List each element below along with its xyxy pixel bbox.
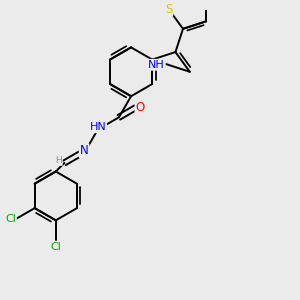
Text: HN: HN	[89, 122, 106, 132]
Text: N: N	[80, 144, 88, 157]
Text: Cl: Cl	[50, 242, 61, 252]
Text: NH: NH	[148, 60, 165, 70]
Text: O: O	[136, 101, 145, 114]
Text: S: S	[165, 3, 172, 16]
Text: H: H	[55, 156, 62, 165]
Text: Cl: Cl	[5, 214, 16, 224]
